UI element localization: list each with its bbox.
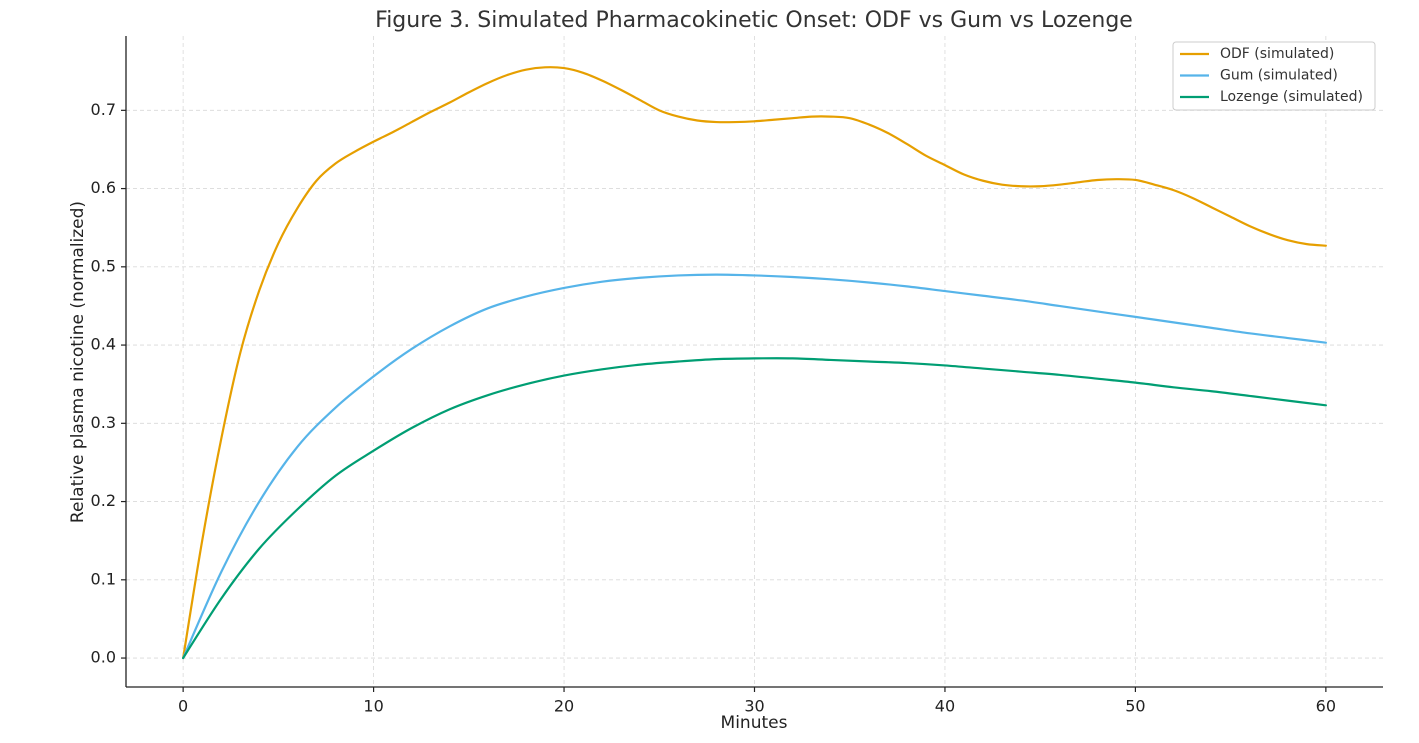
- x-tick-label: 0: [178, 697, 188, 716]
- x-tick-label: 20: [554, 697, 574, 716]
- y-tick-label: 0.5: [91, 256, 116, 275]
- y-tick-label: 0.6: [91, 178, 116, 197]
- series-line-gum: [182, 273, 1327, 660]
- series-lines: [182, 66, 1327, 660]
- legend-label-gum: Gum (simulated): [1220, 68, 1338, 84]
- x-tick-label: 30: [744, 697, 764, 716]
- y-tick-label: 0.1: [91, 569, 116, 588]
- y-tick-label: 0.0: [91, 648, 116, 667]
- ticks: 0 10 20 30 40 50 60 0.0 0.1 0.2 0.3 0.4 0.5 0.6 0.7: [91, 100, 1336, 716]
- y-tick-label: 0.3: [91, 413, 116, 432]
- legend: ODF (simulated) Gum (simulated) Lozenge (s…: [1172, 41, 1376, 111]
- series-line-lozenge: [182, 357, 1327, 660]
- y-tick-label: 0.7: [91, 100, 116, 119]
- legend-label-odf: ODF (simulated): [1220, 46, 1334, 62]
- y-tick-label: 0.4: [91, 335, 116, 354]
- legend-label-lozenge: Lozenge (simulated): [1220, 89, 1363, 105]
- series-line-odf: [182, 66, 1327, 660]
- x-tick-label: 50: [1125, 697, 1145, 716]
- y-axis-label: Relative plasma nicotine (normalized): [68, 201, 88, 523]
- legend-box: [1172, 41, 1376, 111]
- x-tick-label: 10: [363, 697, 383, 716]
- x-axis-label: Minutes: [721, 713, 788, 733]
- chart-title: Figure 3. Simulated Pharmacokinetic Onse…: [375, 8, 1133, 33]
- grid: [126, 36, 1383, 687]
- y-tick-label: 0.2: [91, 491, 116, 510]
- x-tick-label: 60: [1316, 697, 1336, 716]
- x-tick-label: 40: [935, 697, 955, 716]
